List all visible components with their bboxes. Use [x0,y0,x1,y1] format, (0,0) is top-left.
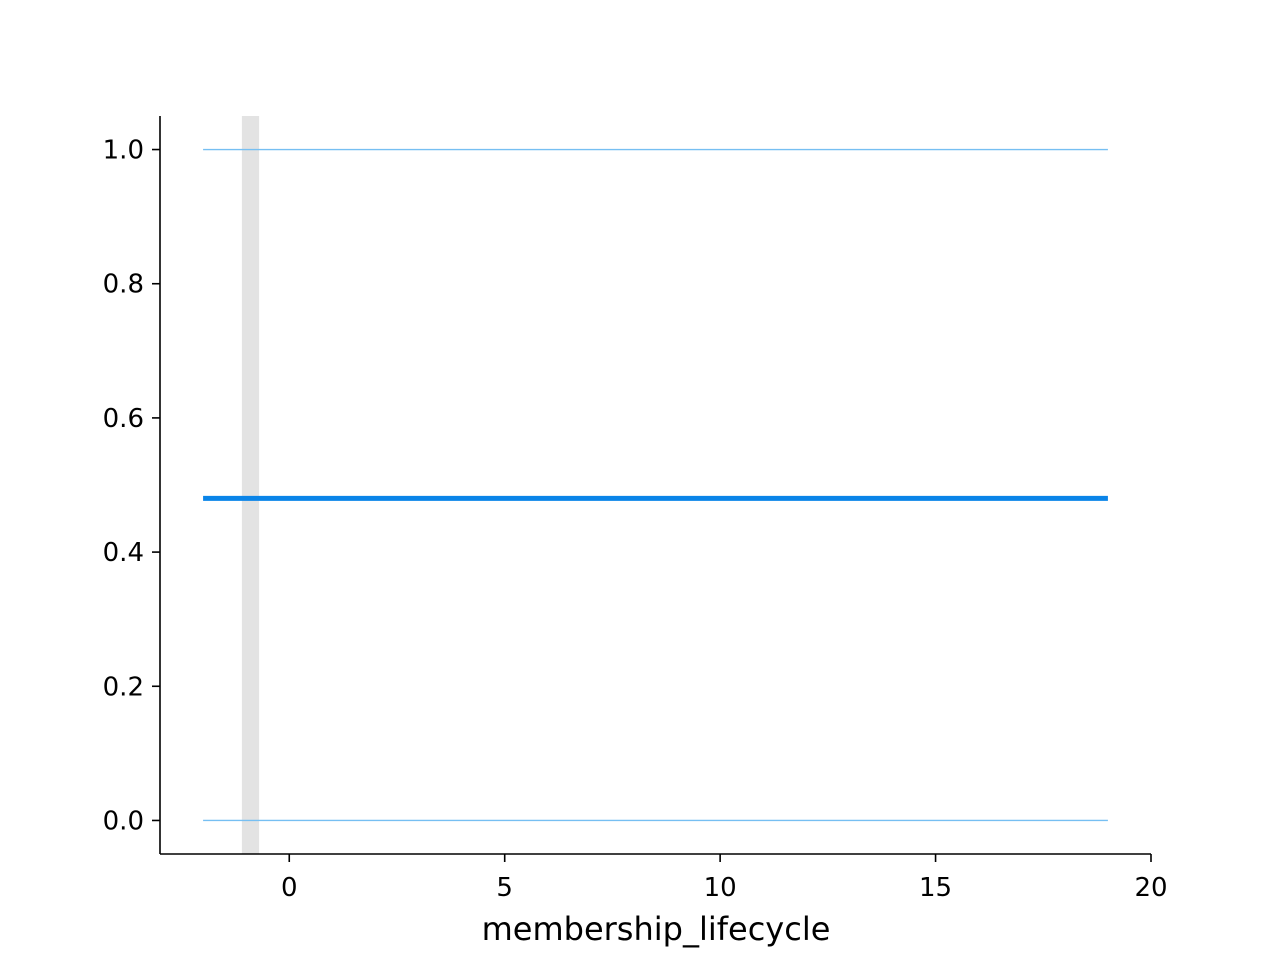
x-axis-label: membership_lifecycle [482,910,831,948]
y-tick-label: 0.4 [103,538,144,568]
y-tick-label: 0.6 [103,404,144,434]
x-ticks: 0 5 10 15 20 [281,854,1168,903]
shaded-band [241,116,260,854]
x-tick-label: 10 [704,873,737,903]
series-lines [203,148,1108,822]
shaded-bands [241,116,260,854]
y-tick-label: 0.2 [103,672,144,702]
y-tick-label: 0.0 [103,806,144,836]
x-tick-label: 5 [496,873,513,903]
x-tick-label: 15 [919,873,952,903]
y-tick-label: 0.8 [103,270,144,300]
y-ticks: 0.0 0.2 0.4 0.6 0.8 1.0 [103,136,160,836]
x-tick-label: 20 [1134,873,1167,903]
y-tick-label: 1.0 [103,136,144,166]
x-tick-label: 0 [281,873,298,903]
